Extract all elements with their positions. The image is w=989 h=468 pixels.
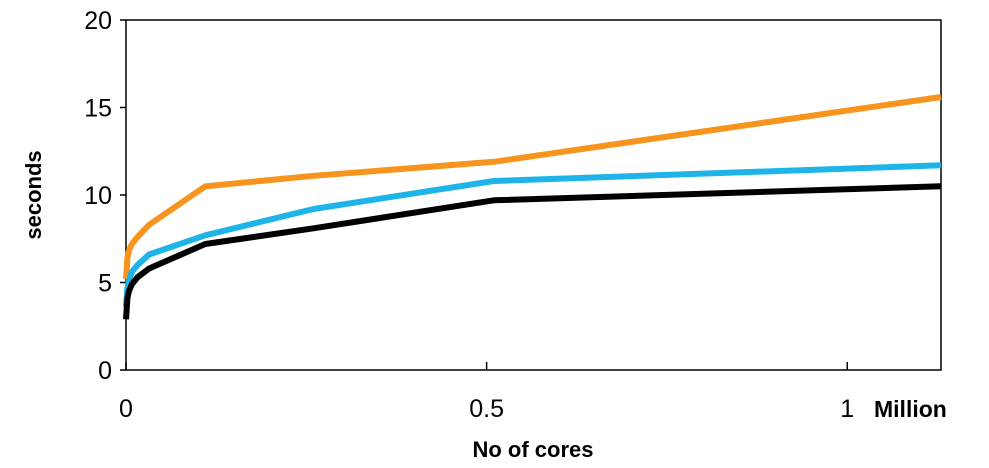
- x-axis-title: No of cores: [472, 437, 593, 462]
- y-tick-label: 20: [84, 7, 112, 35]
- y-tick-label: 5: [98, 270, 112, 298]
- series-line-2: [123, 162, 942, 308]
- y-tick-label: 10: [84, 182, 112, 210]
- x-tick-label: 0: [119, 395, 133, 423]
- x-unit-label: Million: [874, 396, 947, 422]
- y-tick-label: 15: [84, 95, 112, 123]
- plot-area: [125, 19, 942, 371]
- series-line-3: [123, 183, 942, 320]
- x-ticks: 0 0.5 1: [119, 362, 854, 423]
- series-group: [123, 94, 942, 320]
- series-line-1: [123, 94, 942, 280]
- x-tick-label: 1: [840, 395, 854, 423]
- y-ticks: 0 5 10 15 20: [84, 7, 126, 385]
- x-tick-label: 0.5: [469, 395, 504, 423]
- y-axis-title: seconds: [21, 150, 46, 239]
- y-tick-label: 0: [98, 357, 112, 385]
